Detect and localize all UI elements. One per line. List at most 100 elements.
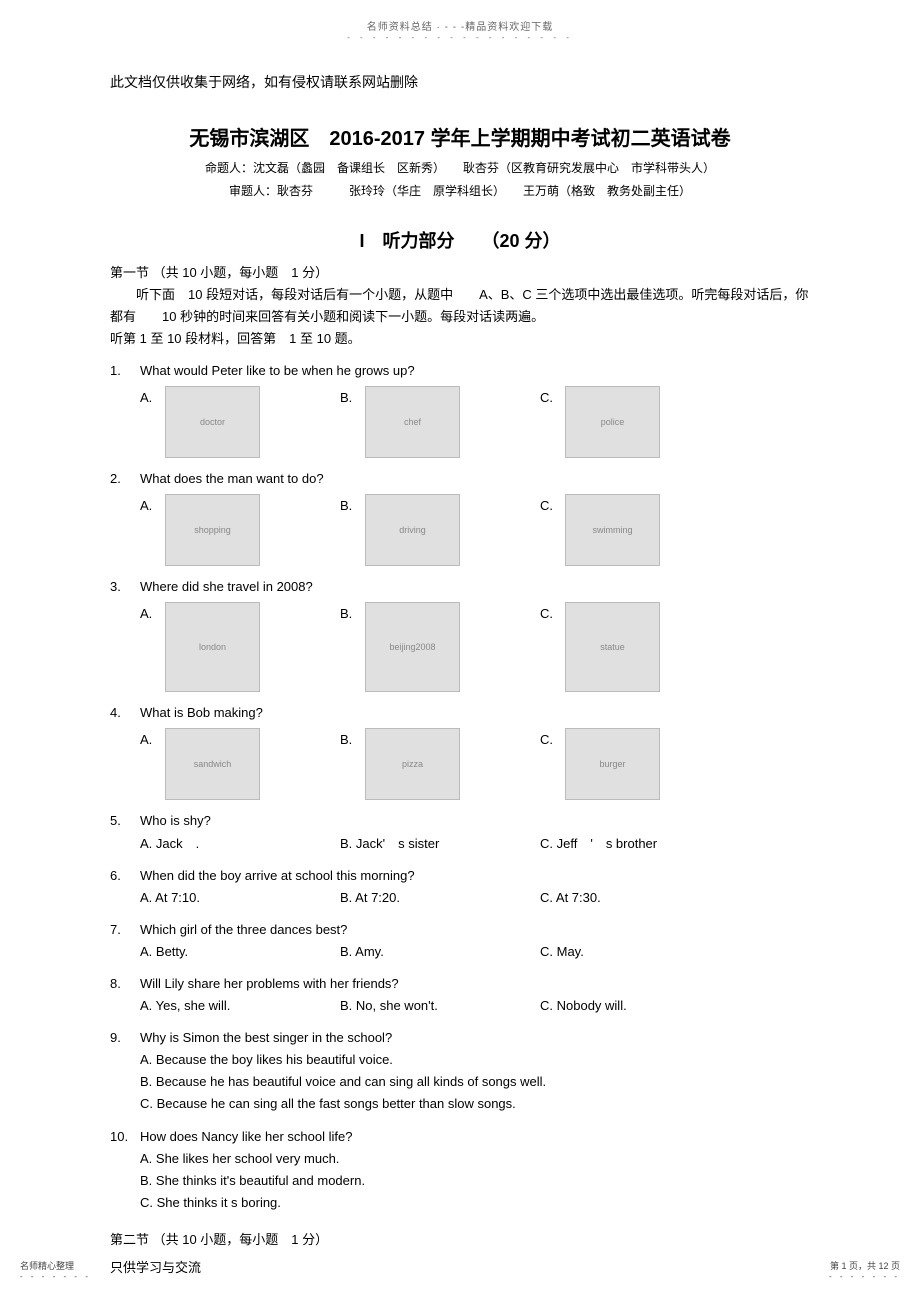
option-letter: C. xyxy=(540,602,565,621)
image-option: A.london xyxy=(140,602,340,692)
text-option: C. Nobody will. xyxy=(540,995,740,1017)
text-option: A. Yes, she will. xyxy=(140,995,340,1017)
question-number: 8. xyxy=(110,973,140,995)
question-number: 2. xyxy=(110,468,140,490)
question-number: 10. xyxy=(110,1126,140,1148)
image-option: C.police xyxy=(540,386,740,458)
question-text: Will Lily share her problems with her fr… xyxy=(140,973,810,995)
question-row: 2.What does the man want to do? xyxy=(110,468,810,490)
image-option: A.doctor xyxy=(140,386,340,458)
question-row: 10.How does Nancy like her school life? xyxy=(110,1126,810,1148)
text-option: A. Jack . xyxy=(140,833,340,855)
bottom-note: 只供学习与交流 xyxy=(110,1257,810,1276)
question-6: 6.When did the boy arrive at school this… xyxy=(110,865,810,909)
option-image-placeholder: statue xyxy=(565,602,660,692)
text-options-row: A. Yes, she will.B. No, she won't.C. Nob… xyxy=(110,995,810,1017)
question-row: 1.What would Peter like to be when he gr… xyxy=(110,360,810,382)
question-3: 3.Where did she travel in 2008?A.londonB… xyxy=(110,576,810,692)
option-image-placeholder: shopping xyxy=(165,494,260,566)
option-image-placeholder: sandwich xyxy=(165,728,260,800)
image-option: C.burger xyxy=(540,728,740,800)
choice-line: B. She thinks it's beautiful and modern. xyxy=(110,1170,810,1192)
choice-line: C. She thinks it s boring. xyxy=(110,1192,810,1214)
question-text: What would Peter like to be when he grow… xyxy=(140,360,810,382)
choice-line: B. Because he has beautiful voice and ca… xyxy=(110,1071,810,1093)
choice-line: A. Because the boy likes his beautiful v… xyxy=(110,1049,810,1071)
text-option: C. Jeff ' s brother xyxy=(540,833,740,855)
option-letter: B. xyxy=(340,728,365,747)
image-options-row: A.shoppingB.drivingC.swimming xyxy=(110,494,810,566)
footer-left: 名师精心整理 - - - - - - - xyxy=(20,1259,91,1281)
footer-right: 第 1 页，共 12 页 - - - - - - - xyxy=(829,1259,900,1281)
option-image-placeholder: chef xyxy=(365,386,460,458)
text-option: B. No, she won't. xyxy=(340,995,540,1017)
question-row: 4.What is Bob making? xyxy=(110,702,810,724)
option-letter: C. xyxy=(540,728,565,747)
question-number: 3. xyxy=(110,576,140,598)
question-2: 2.What does the man want to do? A.shoppin… xyxy=(110,468,810,566)
question-text: Where did she travel in 2008? xyxy=(140,576,810,598)
option-letter: B. xyxy=(340,494,365,513)
text-option: A. At 7:10. xyxy=(140,887,340,909)
image-options-row: A.doctorB.chefC.police xyxy=(110,386,810,458)
text-options-row: A. Betty.B. Amy.C. May. xyxy=(110,941,810,963)
question-number: 1. xyxy=(110,360,140,382)
option-letter: A. xyxy=(140,386,165,405)
footer-left-dots: - - - - - - - xyxy=(20,1272,91,1281)
question-text: Why is Simon the best singer in the scho… xyxy=(140,1027,810,1049)
option-image-placeholder: pizza xyxy=(365,728,460,800)
option-image-placeholder: police xyxy=(565,386,660,458)
question-9: 9.Why is Simon the best singer in the sc… xyxy=(110,1027,810,1115)
image-option: A.sandwich xyxy=(140,728,340,800)
text-option: B. At 7:20. xyxy=(340,887,540,909)
question-number: 7. xyxy=(110,919,140,941)
question-4: 4.What is Bob making?A.sandwichB.pizzaC.… xyxy=(110,702,810,800)
option-letter: B. xyxy=(340,386,365,405)
option-letter: A. xyxy=(140,494,165,513)
option-letter: B. xyxy=(340,602,365,621)
image-options-row: A.londonB.beijing2008C.statue xyxy=(110,602,810,692)
question-row: 5.Who is shy? xyxy=(110,810,810,832)
question-row: 8.Will Lily share her problems with her … xyxy=(110,973,810,995)
question-number: 5. xyxy=(110,810,140,832)
intro-paragraph-1: 听下面 10 段短对话，每段对话后有一个小题，从题中 A、B、C 三个选项中选出… xyxy=(110,284,810,328)
image-option: B.chef xyxy=(340,386,540,458)
text-option: B. Jack' s sister xyxy=(340,833,540,855)
image-option: B.driving xyxy=(340,494,540,566)
question-row: 3.Where did she travel in 2008? xyxy=(110,576,810,598)
question-text: Who is shy? xyxy=(140,810,810,832)
option-letter: A. xyxy=(140,602,165,621)
image-option: B.beijing2008 xyxy=(340,602,540,692)
questions-container: 1.What would Peter like to be when he gr… xyxy=(110,360,810,1214)
subsection-2-title: 第二节 （共 10 小题，每小题 1 分） xyxy=(110,1230,810,1251)
question-text: What is Bob making? xyxy=(140,702,810,724)
question-7: 7.Which girl of the three dances best?A.… xyxy=(110,919,810,963)
text-option: A. Betty. xyxy=(140,941,340,963)
option-letter: C. xyxy=(540,386,565,405)
question-text: What does the man want to do? xyxy=(140,468,810,490)
question-8: 8.Will Lily share her problems with her … xyxy=(110,973,810,1017)
option-image-placeholder: swimming xyxy=(565,494,660,566)
question-number: 6. xyxy=(110,865,140,887)
disclaimer: 此文档仅供收集于网络，如有侵权请联系网站删除 xyxy=(110,72,810,92)
option-image-placeholder: london xyxy=(165,602,260,692)
option-image-placeholder: doctor xyxy=(165,386,260,458)
text-option: C. At 7:30. xyxy=(540,887,740,909)
choice-line: A. She likes her school very much. xyxy=(110,1148,810,1170)
text-option: C. May. xyxy=(540,941,740,963)
question-row: 9.Why is Simon the best singer in the sc… xyxy=(110,1027,810,1049)
question-5: 5.Who is shy?A. Jack .B. Jack' s sisterC… xyxy=(110,810,810,854)
option-letter: A. xyxy=(140,728,165,747)
exam-title: 无锡市滨湖区 2016-2017 学年上学期期中考试初二英语试卷 xyxy=(110,122,810,151)
author-line-1: 命题人：沈文磊（蠡园 备课组长 区新秀） 耿杏芬（区教育研究发展中心 市学科带头… xyxy=(110,159,810,176)
section-heading: I 听力部分 （20 分） xyxy=(110,227,810,253)
choice-line: C. Because he can sing all the fast song… xyxy=(110,1093,810,1115)
top-header: 名师资料总结 · - - -精品资料欢迎下载 - - - - - - - - -… xyxy=(110,18,810,42)
subsection-1-title: 第一节 （共 10 小题，每小题 1 分） xyxy=(110,263,810,284)
option-image-placeholder: driving xyxy=(365,494,460,566)
question-text: When did the boy arrive at school this m… xyxy=(140,865,810,887)
question-row: 7.Which girl of the three dances best? xyxy=(110,919,810,941)
option-image-placeholder: beijing2008 xyxy=(365,602,460,692)
image-option: B.pizza xyxy=(340,728,540,800)
question-text: How does Nancy like her school life? xyxy=(140,1126,810,1148)
